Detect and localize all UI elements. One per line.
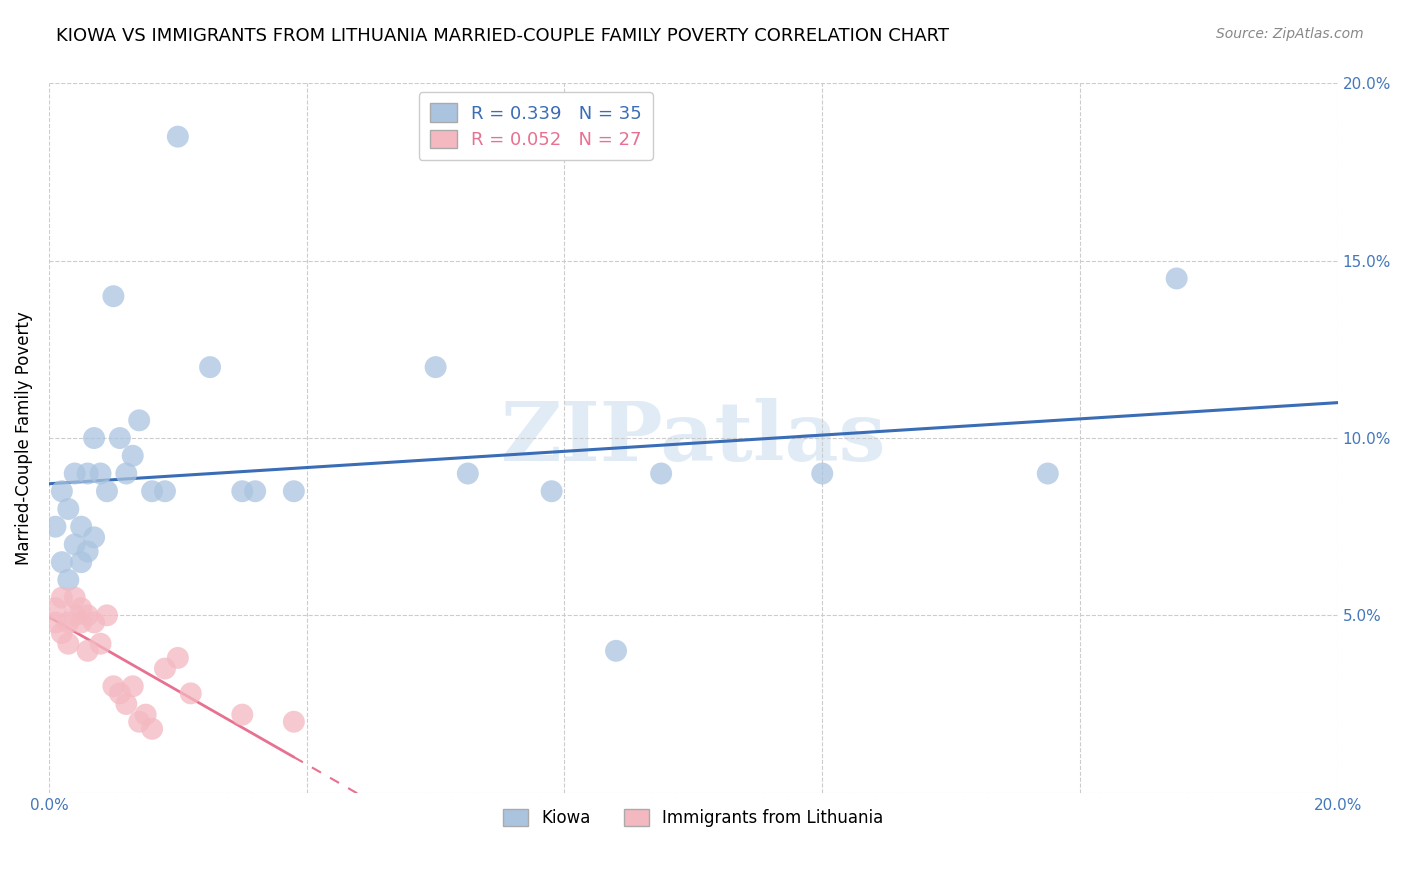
Point [51,591,73,605]
Point [58,502,80,516]
Point [1036,467,1059,481]
Point [51,484,73,499]
Legend: Kiowa, Immigrants from Lithuania: Kiowa, Immigrants from Lithuania [496,803,890,834]
Point [83,431,105,445]
Point [1166,271,1188,285]
Point [96,484,118,499]
Point [76,608,98,623]
Point [70,601,93,615]
Point [70,615,93,630]
Point [153,661,176,675]
Point [89,467,111,481]
Point [108,431,131,445]
Point [283,714,305,729]
Point [540,484,562,499]
Point [283,484,305,499]
Point [51,626,73,640]
Point [108,686,131,700]
Point [128,714,150,729]
Point [128,413,150,427]
Point [141,722,163,736]
Point [121,679,143,693]
Point [115,467,138,481]
Point [243,484,266,499]
Point [166,129,188,144]
Point [51,555,73,569]
Point [141,484,163,499]
Point [44,615,66,630]
Point [650,467,672,481]
Point [63,608,86,623]
Point [103,679,125,693]
Point [63,537,86,551]
Point [180,686,202,700]
Point [76,544,98,558]
Text: KIOWA VS IMMIGRANTS FROM LITHUANIA MARRIED-COUPLE FAMILY POVERTY CORRELATION CHA: KIOWA VS IMMIGRANTS FROM LITHUANIA MARRI… [56,27,949,45]
Point [103,289,125,303]
Point [231,484,253,499]
Point [166,651,188,665]
Point [83,615,105,630]
Point [89,637,111,651]
Point [457,467,479,481]
Text: Source: ZipAtlas.com: Source: ZipAtlas.com [1216,27,1364,41]
Point [198,360,221,375]
Point [425,360,447,375]
Point [70,519,93,533]
Point [44,601,66,615]
Point [76,467,98,481]
Point [83,530,105,544]
Point [153,484,176,499]
Point [96,608,118,623]
Point [135,707,157,722]
Text: ZIPatlas: ZIPatlas [501,398,886,478]
Point [58,615,80,630]
Point [231,707,253,722]
Point [121,449,143,463]
Point [58,637,80,651]
Point [115,697,138,711]
Point [605,644,627,658]
Point [63,467,86,481]
Point [58,573,80,587]
Y-axis label: Married-Couple Family Poverty: Married-Couple Family Poverty [15,311,32,565]
Point [76,644,98,658]
Point [70,555,93,569]
Point [63,591,86,605]
Point [811,467,834,481]
Point [44,519,66,533]
